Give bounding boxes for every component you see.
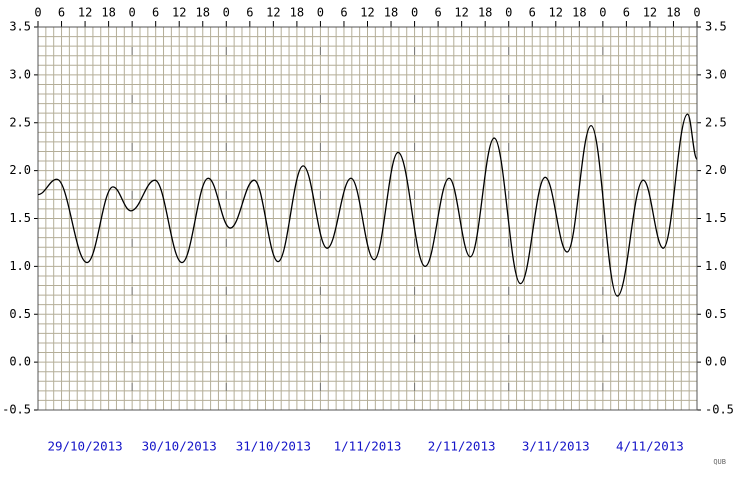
x-tick-label: 18: [478, 6, 492, 20]
x-tick-label: 6: [246, 6, 253, 20]
x-tick-label: 18: [384, 6, 398, 20]
x-tick-label: 0: [693, 6, 700, 20]
y-tick-label: 2.5: [9, 115, 31, 129]
y-tick-label: 1.5: [9, 211, 31, 225]
x-tick-label: 12: [454, 6, 468, 20]
plot-frame: [37, 26, 698, 411]
date-label: 31/10/2013: [236, 439, 311, 454]
credit: QUB: [713, 458, 726, 466]
tide-line: [37, 113, 698, 297]
x-tick-label: 0: [599, 6, 606, 20]
x-tick-label: 12: [172, 6, 186, 20]
y-tick-label-right: 2.0: [705, 163, 727, 177]
y-tick-label: 1.0: [9, 259, 31, 273]
x-tick-label: 6: [529, 6, 536, 20]
date-label: 3/11/2013: [522, 439, 590, 454]
y-tick-label-right: 1.5: [705, 211, 727, 225]
x-tick-label: 12: [549, 6, 563, 20]
date-label: 1/11/2013: [334, 439, 402, 454]
date-label: 4/11/2013: [616, 439, 684, 454]
x-tick-label: 18: [101, 6, 115, 20]
x-tick-label: 0: [34, 6, 41, 20]
x-tick-label: 0: [505, 6, 512, 20]
y-tick-label-right: -0.5: [705, 403, 734, 417]
x-tick-label: 12: [643, 6, 657, 20]
x-tick-label: 6: [152, 6, 159, 20]
x-tick-label: 6: [340, 6, 347, 20]
y-tick-label: 3.5: [9, 20, 31, 34]
date-label: 30/10/2013: [142, 439, 217, 454]
date-label: 29/10/2013: [47, 439, 122, 454]
x-tick-label: 6: [623, 6, 630, 20]
x-tick-label: 12: [360, 6, 374, 20]
x-tick-label: 12: [78, 6, 92, 20]
date-label: 2/11/2013: [428, 439, 496, 454]
x-tick-label: 18: [666, 6, 680, 20]
x-tick-label: 6: [58, 6, 65, 20]
y-tick-label: -0.5: [2, 403, 31, 417]
x-tick-label: 18: [196, 6, 210, 20]
x-tick-label: 18: [290, 6, 304, 20]
x-tick-label: 6: [434, 6, 441, 20]
y-tick-label: 0.0: [9, 355, 31, 369]
y-tick-label-right: 3.5: [705, 20, 727, 34]
x-tick-label: 12: [266, 6, 280, 20]
y-tick-label: 0.5: [9, 307, 31, 321]
y-tick-label: 3.0: [9, 67, 31, 81]
x-tick-label: 0: [129, 6, 136, 20]
y-tick-label-right: 0.0: [705, 355, 727, 369]
y-tick-label-right: 0.5: [705, 307, 727, 321]
y-tick-label: 2.0: [9, 163, 31, 177]
x-tick-label: 0: [317, 6, 324, 20]
x-tick-label: 0: [223, 6, 230, 20]
x-tick-label: 18: [572, 6, 586, 20]
y-tick-label-right: 3.0: [705, 67, 727, 81]
y-tick-label-right: 1.0: [705, 259, 727, 273]
x-tick-label: 0: [411, 6, 418, 20]
y-tick-label-right: 2.5: [705, 115, 727, 129]
